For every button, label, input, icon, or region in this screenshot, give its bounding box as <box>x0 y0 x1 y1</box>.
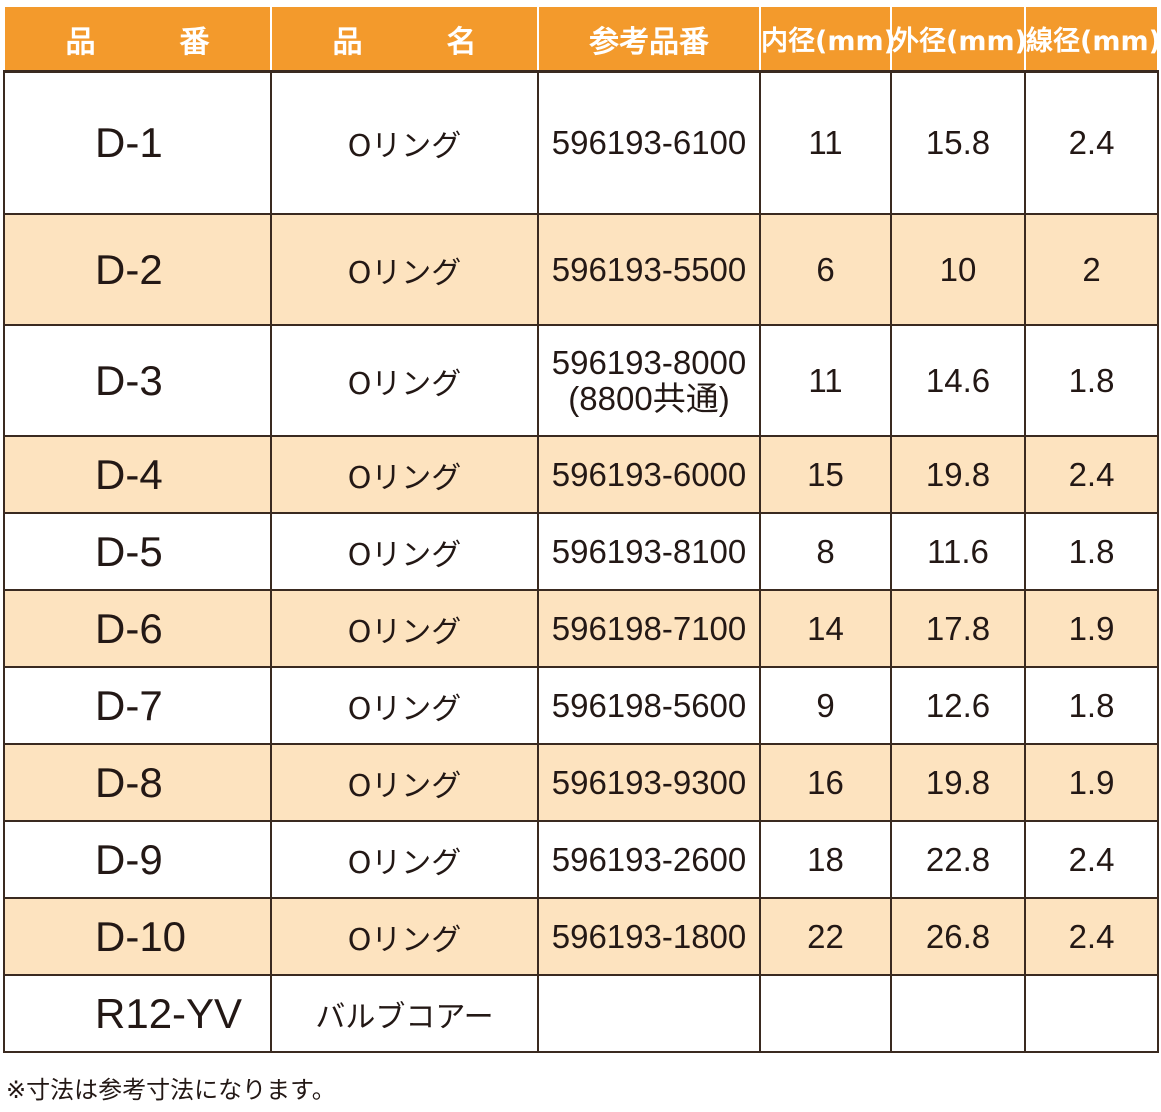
reference-number-cell: 596193-5500 <box>537 213 761 326</box>
reference-number-cell: 596193-6100 <box>537 70 761 215</box>
part-name-cell: Oリング <box>270 743 539 822</box>
outer-diameter-cell: 19.8 <box>890 743 1026 822</box>
wire-diameter-cell: 2.4 <box>1024 897 1159 976</box>
outer-diameter-cell: 14.6 <box>890 324 1026 437</box>
dimension-footnote: ※寸法は参考寸法になります。 <box>6 1076 336 1104</box>
part-number-cell: D-9 <box>3 820 272 899</box>
part-number-cell: D-6 <box>3 589 272 668</box>
outer-diameter-cell: 26.8 <box>890 897 1026 976</box>
inner-diameter-cell: 22 <box>759 897 892 976</box>
table-row: D-7 Oリング 596198-5600 9 12.6 1.8 <box>3 666 1159 745</box>
part-name-cell: Oリング <box>270 213 539 326</box>
inner-diameter-cell: 16 <box>759 743 892 822</box>
part-number-cell: D-4 <box>3 435 272 514</box>
part-name-cell: Oリング <box>270 897 539 976</box>
header-wire-diameter: 線径(mm) <box>1024 5 1161 73</box>
part-number-cell: D-8 <box>3 743 272 822</box>
outer-diameter-cell: 12.6 <box>890 666 1026 745</box>
inner-diameter-cell: 8 <box>759 512 892 591</box>
outer-diameter-cell: 19.8 <box>890 435 1026 514</box>
part-name-cell: Oリング <box>270 589 539 668</box>
reference-number-cell: 596193-2600 <box>537 820 761 899</box>
header-inner-diameter: 内径(mm) <box>759 5 896 73</box>
outer-diameter-cell: 15.8 <box>890 70 1026 215</box>
table-row: D-2 Oリング 596193-5500 6 10 2 <box>3 213 1159 326</box>
part-number-cell: D-3 <box>3 324 272 437</box>
wire-diameter-cell: 1.8 <box>1024 512 1159 591</box>
reference-number-cell: 596193-9300 <box>537 743 761 822</box>
part-name-cell: Oリング <box>270 435 539 514</box>
table-row: D-1 Oリング 596193-6100 11 15.8 2.4 <box>3 70 1159 215</box>
header-row: 品 番 品 名 参考品番 内径(mm) 外径(mm) 線径(mm) <box>3 5 1161 73</box>
inner-diameter-cell: 11 <box>759 324 892 437</box>
part-number-cell: D-10 <box>3 897 272 976</box>
reference-number-cell: 596193-8100 <box>537 512 761 591</box>
inner-diameter-cell <box>759 974 892 1053</box>
table-row: D-6 Oリング 596198-7100 14 17.8 1.9 <box>3 589 1159 668</box>
wire-diameter-cell: 1.8 <box>1024 666 1159 745</box>
inner-diameter-cell: 9 <box>759 666 892 745</box>
reference-number-cell: 596193-6000 <box>537 435 761 514</box>
part-number-cell: R12-YV <box>3 974 272 1053</box>
wire-diameter-cell: 2.4 <box>1024 820 1159 899</box>
wire-diameter-cell <box>1024 974 1159 1053</box>
table-row: D-10 Oリング 596193-1800 22 26.8 2.4 <box>3 897 1159 976</box>
table-row: D-3 Oリング 596193-8000 (8800共通) 11 14.6 1.… <box>3 324 1159 437</box>
header-reference-number: 参考品番 <box>537 5 761 73</box>
part-number-cell: D-2 <box>3 213 272 326</box>
wire-diameter-cell: 1.9 <box>1024 589 1159 668</box>
wire-diameter-cell: 1.8 <box>1024 324 1159 437</box>
wire-diameter-cell: 2.4 <box>1024 435 1159 514</box>
outer-diameter-cell: 10 <box>890 213 1026 326</box>
outer-diameter-cell: 22.8 <box>890 820 1026 899</box>
inner-diameter-cell: 11 <box>759 70 892 215</box>
table-row: D-9 Oリング 596193-2600 18 22.8 2.4 <box>3 820 1159 899</box>
reference-number-cell <box>537 974 761 1053</box>
part-name-cell: Oリング <box>270 820 539 899</box>
part-name-cell: Oリング <box>270 70 539 215</box>
outer-diameter-cell: 17.8 <box>890 589 1026 668</box>
part-number-cell: D-5 <box>3 512 272 591</box>
outer-diameter-cell <box>890 974 1026 1053</box>
reference-number-cell: 596193-1800 <box>537 897 761 976</box>
wire-diameter-cell: 2 <box>1024 213 1159 326</box>
part-number-cell: D-1 <box>3 70 272 215</box>
table-row: D-4 Oリング 596193-6000 15 19.8 2.4 <box>3 435 1159 514</box>
part-number-cell: D-7 <box>3 666 272 745</box>
header-part-number: 品 番 <box>3 5 272 73</box>
part-name-cell: Oリング <box>270 666 539 745</box>
inner-diameter-cell: 15 <box>759 435 892 514</box>
parts-table: 品 番 品 名 参考品番 内径(mm) 外径(mm) 線径(mm) D-1 Oリ… <box>3 5 1161 1053</box>
table-row: R12-YV バルブコアー <box>3 974 1159 1053</box>
reference-number-line: 596193-8000 <box>551 343 747 381</box>
table-row: D-8 Oリング 596193-9300 16 19.8 1.9 <box>3 743 1159 822</box>
part-name-cell: Oリング <box>270 512 539 591</box>
reference-number-cell: 596198-7100 <box>537 589 761 668</box>
reference-number-note: (8800共通) <box>568 379 730 417</box>
outer-diameter-cell: 11.6 <box>890 512 1026 591</box>
inner-diameter-cell: 18 <box>759 820 892 899</box>
inner-diameter-cell: 6 <box>759 213 892 326</box>
reference-number-cell: 596198-5600 <box>537 666 761 745</box>
reference-number-cell: 596193-8000 (8800共通) <box>537 324 761 437</box>
part-name-cell: バルブコアー <box>270 974 539 1053</box>
table-row: D-5 Oリング 596193-8100 8 11.6 1.8 <box>3 512 1159 591</box>
header-outer-diameter: 外径(mm) <box>890 5 1027 73</box>
header-part-name: 品 名 <box>270 5 539 73</box>
inner-diameter-cell: 14 <box>759 589 892 668</box>
wire-diameter-cell: 2.4 <box>1024 70 1159 215</box>
wire-diameter-cell: 1.9 <box>1024 743 1159 822</box>
table-body: D-1 Oリング 596193-6100 11 15.8 2.4 D-2 Oリン… <box>3 70 1159 1053</box>
part-name-cell: Oリング <box>270 324 539 437</box>
